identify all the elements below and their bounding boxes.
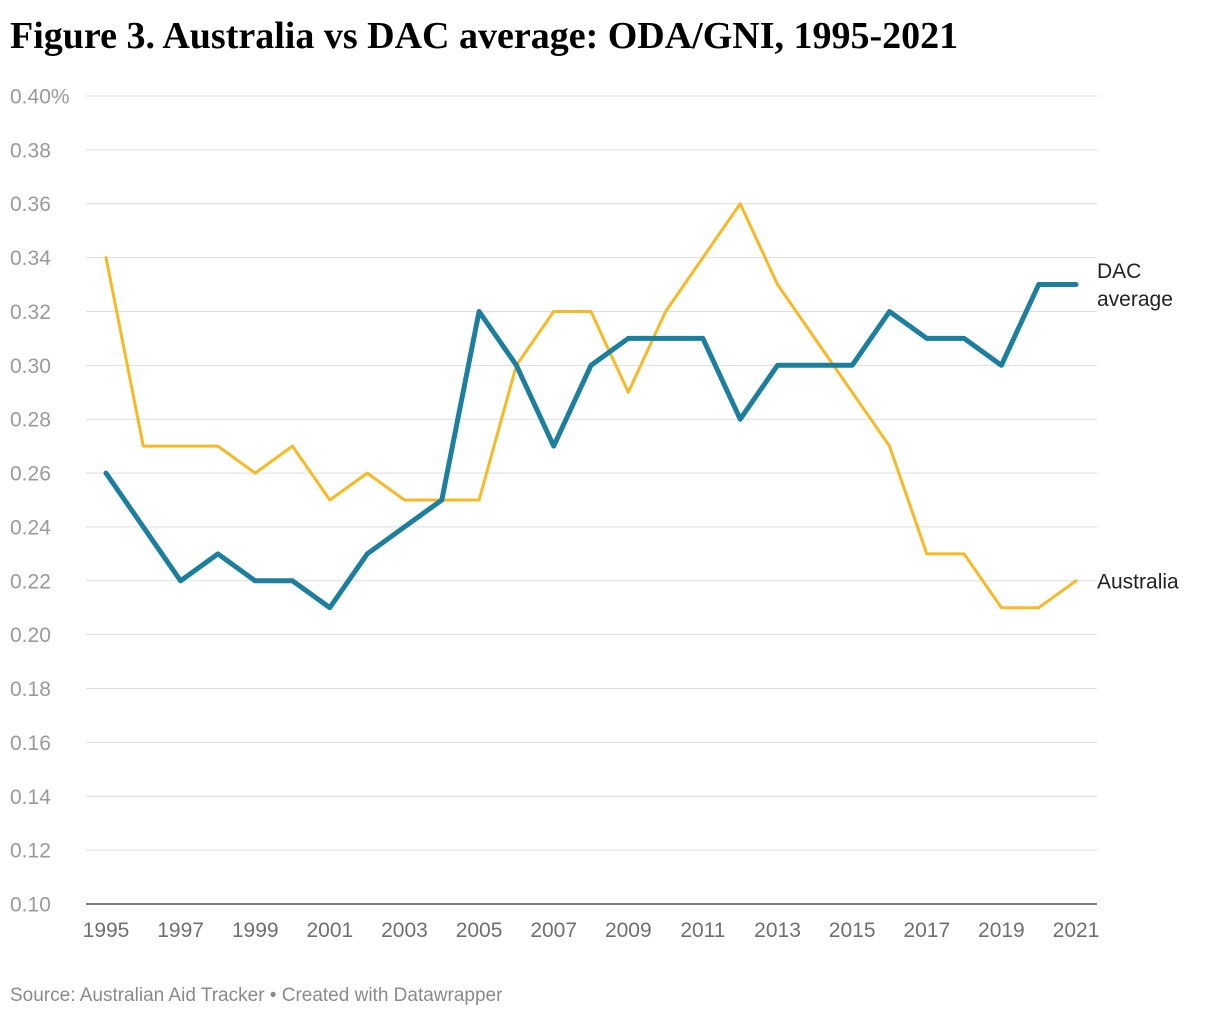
y-tick-label: 0.40%	[10, 86, 70, 109]
y-tick-label: 0.24	[10, 516, 51, 539]
y-axis-ticks: 0.10 0.12 0.14 0.16 0.18 0.20 0.22 0.24 0.26 0.28…	[10, 86, 70, 917]
series-line-dac-average	[103, 282, 1079, 611]
series-label-australia: Australia	[1097, 570, 1179, 593]
y-tick-label: 0.34	[10, 247, 51, 270]
x-tick-label: 2007	[530, 919, 577, 942]
x-tick-label: 2015	[829, 919, 876, 942]
y-tick-label: 0.36	[10, 193, 51, 216]
x-tick-label: 2001	[306, 919, 353, 942]
y-tick-label: 0.14	[10, 786, 51, 809]
x-tick-label: 2017	[903, 919, 950, 942]
gridlines	[86, 95, 1097, 905]
x-tick-label: 2005	[456, 919, 503, 942]
y-tick-label: 0.22	[10, 570, 51, 593]
x-tick-label: 1999	[232, 919, 279, 942]
chart-title: Figure 3. Australia vs DAC average: ODA/…	[10, 15, 959, 57]
y-tick-label: 0.38	[10, 139, 51, 162]
series-line-australia	[104, 202, 1078, 610]
y-tick-label: 0.10	[10, 894, 51, 917]
series-labels: Australia DAC average	[1097, 260, 1179, 593]
y-tick-label: 0.18	[10, 678, 51, 701]
x-tick-label: 2013	[754, 919, 801, 942]
y-tick-label: 0.26	[10, 463, 51, 486]
x-tick-label: 2011	[680, 919, 725, 942]
y-tick-label: 0.16	[10, 732, 51, 755]
x-tick-label: 1995	[83, 919, 130, 942]
y-tick-label: 0.20	[10, 624, 51, 647]
x-tick-label: 2021	[1053, 919, 1100, 942]
x-tick-label: 1997	[157, 919, 204, 942]
source-note: Source: Australian Aid Tracker • Created…	[10, 985, 503, 1006]
y-tick-label: 0.12	[10, 840, 51, 863]
y-tick-label: 0.28	[10, 409, 51, 432]
x-axis-ticks: 1995 1997 1999 2001 2003 2005 2007 2009 2011 2013…	[83, 919, 1100, 942]
x-tick-label: 2009	[605, 919, 652, 942]
series-label-dac-average: DAC average	[1097, 260, 1173, 311]
x-tick-label: 2003	[381, 919, 428, 942]
y-tick-label: 0.32	[10, 301, 51, 324]
line-chart: 0.10 0.12 0.14 0.16 0.18 0.20 0.22 0.24 0.26 0.28…	[10, 86, 1179, 943]
x-tick-label: 2019	[978, 919, 1025, 942]
y-tick-label: 0.30	[10, 355, 51, 378]
series-lines	[103, 202, 1079, 611]
